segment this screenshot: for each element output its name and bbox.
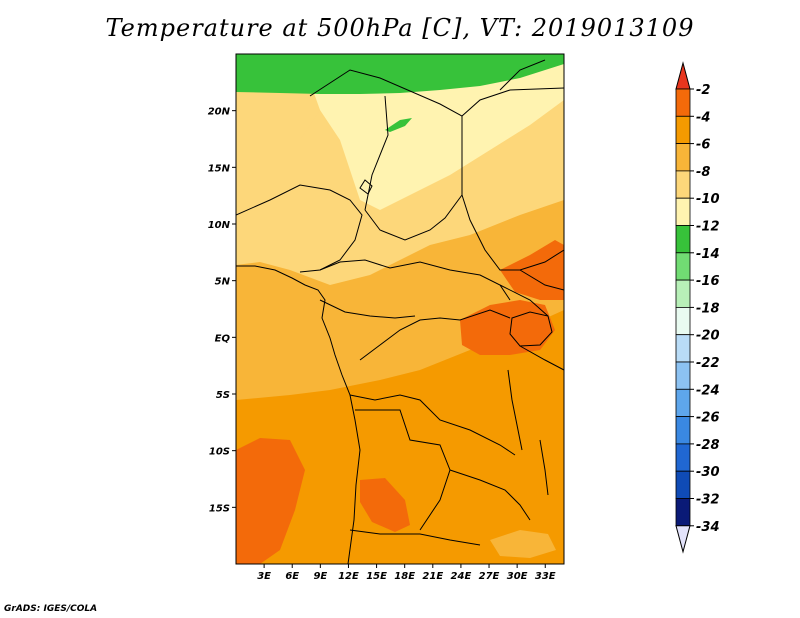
y-tick-label: 15S [209,503,230,514]
border-zambia [449,469,531,521]
colorbar-label: -22 [696,356,720,371]
x-axis: 3E 6E 9E 12E 15E 18E 21E 24E 27E 30E 33E [257,564,556,582]
border-cameroon-congo [319,299,416,319]
x-tick-label: 15E [366,571,387,582]
colorbar-label: -28 [696,438,720,453]
border-tanzania [519,345,564,371]
field-patch-green [385,118,412,132]
colorbar-segment [675,388,691,417]
x-tick-label: 30E [507,571,528,582]
colorbar-label: -2 [696,83,710,98]
x-tick-label: 21E [422,571,443,582]
border-drc-south [349,394,516,456]
colorbar-segment [675,443,691,472]
colorbar-label: -24 [696,383,720,398]
colorbar-segment [675,470,691,499]
colorbar: -2 -4 -6 -8 -10 -12 -14 -16 -18 -20 -22 -24 -26 -28 -3… [675,61,720,554]
grads-credit: GrADS: IGES/COLA [4,604,98,614]
field-patch-warm-1 [460,300,555,355]
colorbar-segment [675,115,691,145]
temperature-field [236,54,564,564]
colorbar-segment [675,306,691,336]
colorbar-segment [675,279,691,308]
plot-frame [235,53,565,565]
x-tick-label: 33E [535,571,556,582]
field-patch-warm-3 [236,438,305,564]
border-car [319,259,511,301]
coastline-west [236,265,361,564]
colorbar-label: -6 [696,138,710,153]
y-axis: 20N 15N 10N 5N EQ 5S 10S 15S [208,107,236,514]
colorbar-segment [675,252,691,281]
colorbar-label: -18 [696,301,720,316]
borders [236,59,564,564]
x-tick-label: 6E [285,571,299,582]
x-tick-label: 24E [451,571,472,582]
x-tick-label: 9E [313,571,327,582]
y-tick-label: 15N [208,163,231,174]
border-angola-namibia [349,529,481,546]
y-tick-label: 5N [215,277,231,288]
colorbar-label: -32 [696,493,720,508]
field-patch-warm-2 [500,240,564,300]
colorbar-segment [675,88,691,117]
colorbar-bottom-arrow [675,525,691,554]
border-east [499,284,549,317]
colorbar-segment [675,143,691,172]
colorbar-label: -20 [696,329,720,344]
colorbar-segment [675,170,691,199]
chart-title: Temperature at 500hPa [C], VT: 201901310… [105,14,695,42]
field-patch-warm-5 [490,530,556,558]
border-egypt-sudan [461,87,564,117]
border-libya-chad [309,69,463,195]
border-lake-victoria [509,311,553,347]
colorbar-label: -30 [696,465,720,480]
colorbar-segment [675,334,691,363]
x-tick-label: 12E [338,571,359,582]
lake-chad [359,179,373,195]
colorbar-label: -34 [696,520,720,535]
colorbar-label: -12 [696,220,720,235]
field-patch-warm-4 [360,478,410,532]
border-lake-tanganyika [507,369,523,451]
y-tick-label: 5S [216,390,230,401]
colorbar-segment [675,498,691,527]
y-tick-label: EQ [215,333,231,344]
border-nigeria [236,184,363,273]
border-chad-car [364,194,463,241]
field-band-minus14 [236,54,564,94]
y-tick-label: 20N [208,107,231,118]
y-tick-label: 10N [208,220,231,231]
x-tick-label: 18E [394,571,415,582]
colorbar-label: -14 [696,247,720,262]
coast-red-sea [499,59,546,91]
y-tick-label: 10S [209,447,230,458]
border-ethiopia [519,269,564,291]
x-tick-label: 3E [257,571,271,582]
colorbar-segment [675,361,691,390]
colorbar-label: -10 [696,192,720,207]
colorbar-segment [675,197,691,226]
colorbar-label: -4 [696,110,710,125]
border-angola-zambia [355,409,451,531]
colorbar-top-arrow [675,61,691,90]
colorbar-segment [675,225,691,254]
x-tick-label: 27E [479,571,500,582]
colorbar-segment [675,416,691,445]
border-sudan-south [461,194,564,271]
colorbar-label: -16 [696,274,720,289]
border-lake-malawi [539,439,549,496]
border-drc [359,309,511,361]
colorbar-label: -26 [696,411,720,426]
colorbar-label: -8 [696,165,710,180]
